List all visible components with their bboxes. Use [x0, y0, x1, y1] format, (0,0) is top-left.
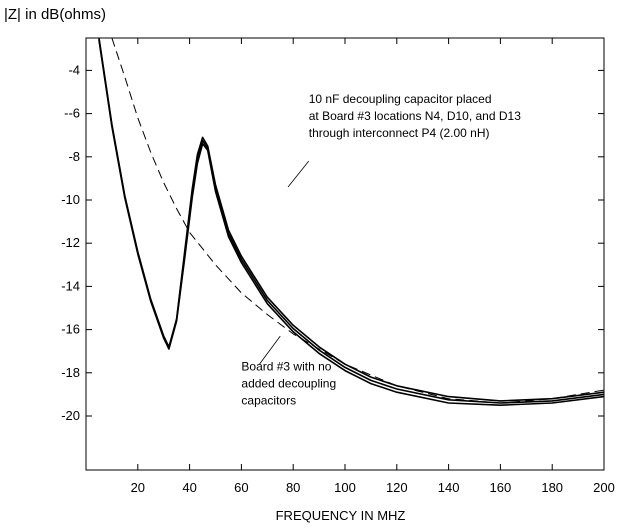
- y-ticks: -4 --6 -8 -10 -12 -14 -16 -18 -20: [61, 62, 604, 423]
- annotation-pointer: [287, 160, 310, 188]
- x-ticks: 20 40 60 80 100 120 140 160 180 200: [131, 38, 615, 495]
- x-tick-label: 80: [286, 480, 300, 495]
- y-tick-label: -18: [61, 365, 80, 380]
- annotation-text: added decoupling: [241, 377, 336, 391]
- x-tick-label: 60: [234, 480, 248, 495]
- x-tick-label: 160: [490, 480, 512, 495]
- y-tick-label: -4: [68, 62, 80, 77]
- x-tick-label: 140: [438, 480, 460, 495]
- y-tick-label: -14: [61, 278, 80, 293]
- y-tick-label: -8: [68, 149, 80, 164]
- annotation-text: 10 nF decoupling capacitor placed: [309, 92, 492, 106]
- annotation-text: Board #3 with no: [241, 360, 331, 374]
- y-tick-label: -10: [61, 192, 80, 207]
- y-tick-label: -20: [61, 408, 80, 423]
- series-line-4: [111, 37, 605, 404]
- x-tick-label: 40: [182, 480, 196, 495]
- annotation-text: at Board #3 locations N4, D10, and D13: [309, 109, 521, 123]
- x-axis-label: FREQUENCY IN MHZ: [275, 508, 406, 523]
- x-tick-label: 120: [386, 480, 408, 495]
- x-tick-label: 100: [334, 480, 356, 495]
- annotation-text: capacitors: [241, 394, 296, 408]
- y-tick-label: -12: [61, 235, 80, 250]
- x-tick-label: 20: [131, 480, 145, 495]
- y-tick-label: --6: [64, 106, 80, 121]
- x-tick-label: 200: [593, 480, 615, 495]
- series-layer: [98, 37, 605, 407]
- x-tick-label: 180: [541, 480, 563, 495]
- y-tick-label: -16: [61, 322, 80, 337]
- annotations: 10 nF decoupling capacitor placed at Boar…: [241, 92, 521, 408]
- y-axis-label: |Z| in dB(ohms): [4, 6, 106, 23]
- series-line-3: [98, 38, 605, 404]
- annotation-pointer: [259, 335, 281, 365]
- annotation-text: through interconnect P4 (2.00 nH): [309, 126, 490, 140]
